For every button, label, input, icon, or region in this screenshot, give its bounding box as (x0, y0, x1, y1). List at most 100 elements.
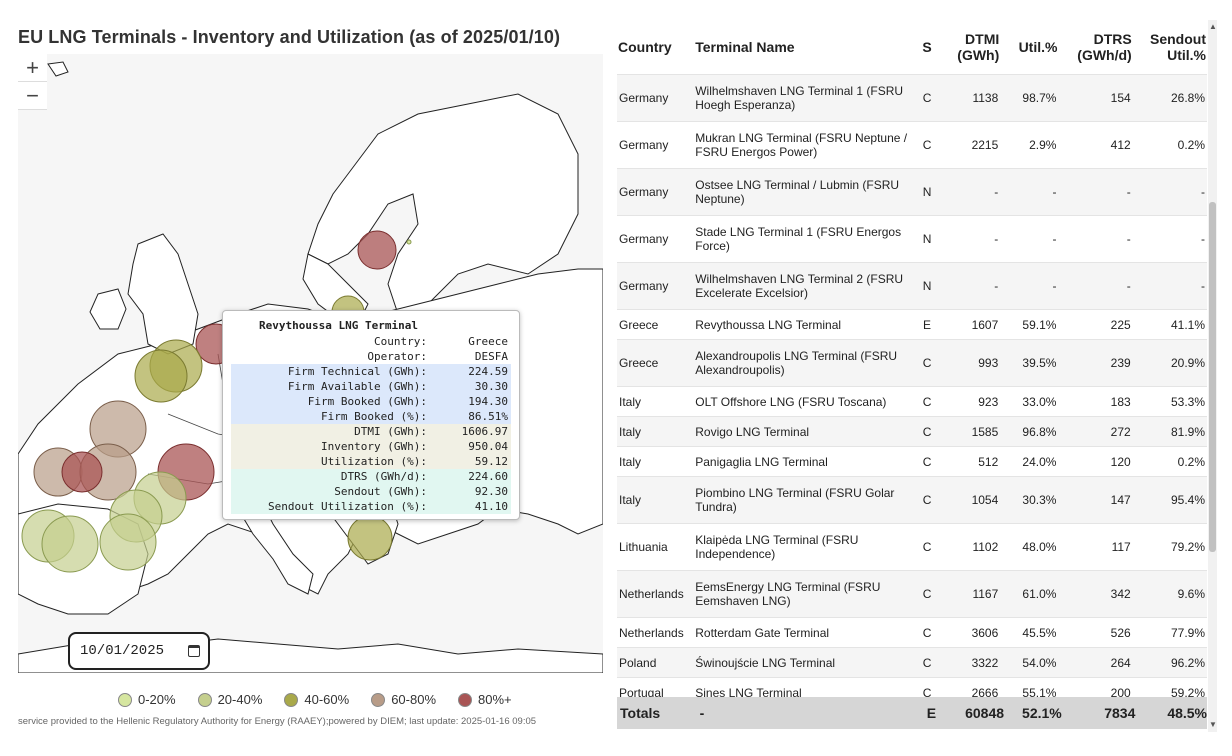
totals-dtrs: 7834 (1104, 705, 1136, 721)
cell-dtmi: 1585 (938, 416, 1001, 447)
table-row[interactable]: Italy Piombino LNG Terminal (FSRU Golar T… (617, 476, 1207, 524)
cell-dtrs: 147 (1058, 476, 1133, 524)
zoom-out-button[interactable]: − (18, 82, 47, 110)
terminal-tooltip: Revythoussa LNG Terminal Country: Greece O… (222, 310, 520, 520)
cell-util: 96.8% (1000, 416, 1059, 447)
header-sendout-line1: Sendout (1150, 31, 1206, 47)
cell-country: Italy (617, 416, 688, 447)
cell-util: - (1000, 215, 1059, 263)
map-legend: 0-20% 20-40% 40-60% 60-80% 80%+ (118, 692, 534, 707)
table-row[interactable]: Netherlands EemsEnergy LNG Terminal (FSRU… (617, 570, 1207, 618)
cell-sendout-util: 81.9% (1132, 416, 1207, 447)
cell-terminal-name: OLT Offshore LNG (FSRU Toscana) (687, 386, 916, 417)
legend-swatch (197, 692, 212, 707)
header-status[interactable]: S (916, 20, 939, 75)
cell-status: C (916, 386, 939, 417)
cell-status: C (916, 74, 939, 122)
legend-item: 0-20% (118, 692, 176, 707)
header-terminal-name[interactable]: Terminal Name (687, 20, 916, 75)
tooltip-value: 224.59 (468, 365, 508, 378)
terminal-bubble (357, 230, 397, 270)
tooltip-key: Firm Technical (GWh): (287, 365, 427, 378)
table-row[interactable]: Italy OLT Offshore LNG (FSRU Toscana) C 923… (617, 386, 1207, 417)
header-util[interactable]: Util.% (1000, 20, 1059, 75)
table-row[interactable]: Poland Świnoujście LNG Terminal C 3322 54.0%… (617, 647, 1207, 678)
scroll-down-icon[interactable]: ▼ (1209, 720, 1217, 729)
table-row[interactable]: Italy Panigaglia LNG Terminal C 512 24.0% 120… (617, 446, 1207, 477)
terminals-table-container[interactable]: Country Terminal Name S DTMI (GWh) Util.%… (617, 20, 1217, 732)
cell-dtrs: 120 (1058, 446, 1133, 477)
tooltip-row: Firm Available (GWh): 30.30 (231, 379, 511, 394)
date-picker-input[interactable]: 10/01/2025 (68, 632, 210, 670)
cell-dtrs: - (1058, 262, 1133, 310)
cell-sendout-util: 9.6% (1132, 570, 1207, 618)
cell-terminal-name: Wilhelmshaven LNG Terminal 1 (FSRU Hoegh… (687, 74, 916, 122)
tooltip-key: Firm Booked (GWh): (307, 395, 427, 408)
header-dtmi[interactable]: DTMI (GWh) (938, 20, 1001, 75)
cell-terminal-name: Alexandroupolis LNG Terminal (FSRU Alexa… (687, 339, 916, 387)
cell-country: Netherlands (617, 570, 688, 618)
cell-util: - (1000, 168, 1059, 216)
table-row[interactable]: Lithuania Klaipėda LNG Terminal (FSRU Ind… (617, 523, 1207, 571)
tooltip-row: Sendout (GWh): 92.30 (231, 484, 511, 499)
legend-swatch (458, 692, 473, 707)
cell-dtrs: 225 (1058, 309, 1133, 340)
cell-terminal-name: EemsEnergy LNG Terminal (FSRU Eemshaven … (687, 570, 916, 618)
legend-item: 20-40% (197, 692, 262, 707)
cell-util: 61.0% (1000, 570, 1059, 618)
table-row[interactable]: Germany Wilhelmshaven LNG Terminal 2 (FSR… (617, 262, 1207, 310)
tooltip-value: DESFA (474, 350, 508, 363)
terminal-bubble (406, 239, 412, 245)
cell-dtmi: 2215 (938, 121, 1001, 169)
terminal-bubble (347, 515, 393, 561)
cell-dtmi: 1607 (938, 309, 1001, 340)
cell-util: 24.0% (1000, 446, 1059, 477)
cell-dtrs: 412 (1058, 121, 1133, 169)
cell-sendout-util: 26.8% (1132, 74, 1207, 122)
cell-sendout-util: 0.2% (1132, 446, 1207, 477)
table-row[interactable]: Germany Stade LNG Terminal 1 (FSRU Energo… (617, 215, 1207, 263)
table-row[interactable]: Germany Ostsee LNG Terminal / Lubmin (FSR… (617, 168, 1207, 216)
cell-terminal-name: Mukran LNG Terminal (FSRU Neptune / FSRU… (687, 121, 916, 169)
cell-dtmi: 1167 (938, 570, 1001, 618)
totals-row: Totals - E 60848 52.1% 7834 48.5% (617, 697, 1207, 729)
table-scrollbar[interactable]: ▲ ▼ (1208, 20, 1217, 732)
tooltip-value: 1606.97 (461, 425, 508, 438)
cell-country: Italy (617, 386, 688, 417)
legend-label: 40-60% (304, 692, 350, 707)
table-row[interactable]: Netherlands Rotterdam Gate Terminal C 3606 4… (617, 617, 1207, 648)
cell-dtrs: 183 (1058, 386, 1133, 417)
calendar-icon[interactable] (188, 645, 200, 657)
table-row[interactable]: Germany Mukran LNG Terminal (FSRU Neptune… (617, 121, 1207, 169)
table-row[interactable]: Italy Rovigo LNG Terminal C 1585 96.8% 272 81.… (617, 416, 1207, 447)
cell-dtrs: - (1058, 215, 1133, 263)
cell-status: C (916, 647, 939, 678)
tooltip-row: Firm Booked (GWh): 194.30 (231, 394, 511, 409)
header-country[interactable]: Country (617, 20, 688, 75)
cell-country: Greece (617, 339, 688, 387)
tooltip-value: Greece (468, 335, 508, 348)
cell-country: Germany (617, 168, 688, 216)
cell-sendout-util: 0.2% (1132, 121, 1207, 169)
cell-country: Lithuania (617, 523, 688, 571)
terminal-bubble (61, 451, 103, 493)
tooltip-title: Revythoussa LNG Terminal (259, 319, 418, 332)
table-row[interactable]: Greece Revythoussa LNG Terminal E 1607 59.1%… (617, 309, 1207, 340)
date-value: 10/01/2025 (80, 643, 165, 659)
header-dtrs[interactable]: DTRS (GWh/d) (1058, 20, 1133, 75)
cell-sendout-util: - (1132, 262, 1207, 310)
table-row[interactable]: Germany Wilhelmshaven LNG Terminal 1 (FSR… (617, 74, 1207, 122)
cell-sendout-util: 53.3% (1132, 386, 1207, 417)
header-sendout-util[interactable]: Sendout Util.% (1132, 20, 1207, 75)
scrollbar-thumb[interactable] (1209, 202, 1216, 552)
legend-item: 80%+ (458, 692, 512, 707)
cell-terminal-name: Stade LNG Terminal 1 (FSRU Energos Force… (687, 215, 916, 263)
zoom-in-button[interactable]: + (18, 54, 47, 82)
tooltip-key: DTMI (GWh): (354, 425, 427, 438)
table-row[interactable]: Greece Alexandroupolis LNG Terminal (FSRU… (617, 339, 1207, 387)
cell-sendout-util: 41.1% (1132, 309, 1207, 340)
cell-dtmi: - (938, 262, 1001, 310)
scroll-up-icon[interactable]: ▲ (1209, 22, 1217, 31)
tooltip-row: Operator: DESFA (231, 349, 511, 364)
tooltip-key: Country: (374, 335, 427, 348)
